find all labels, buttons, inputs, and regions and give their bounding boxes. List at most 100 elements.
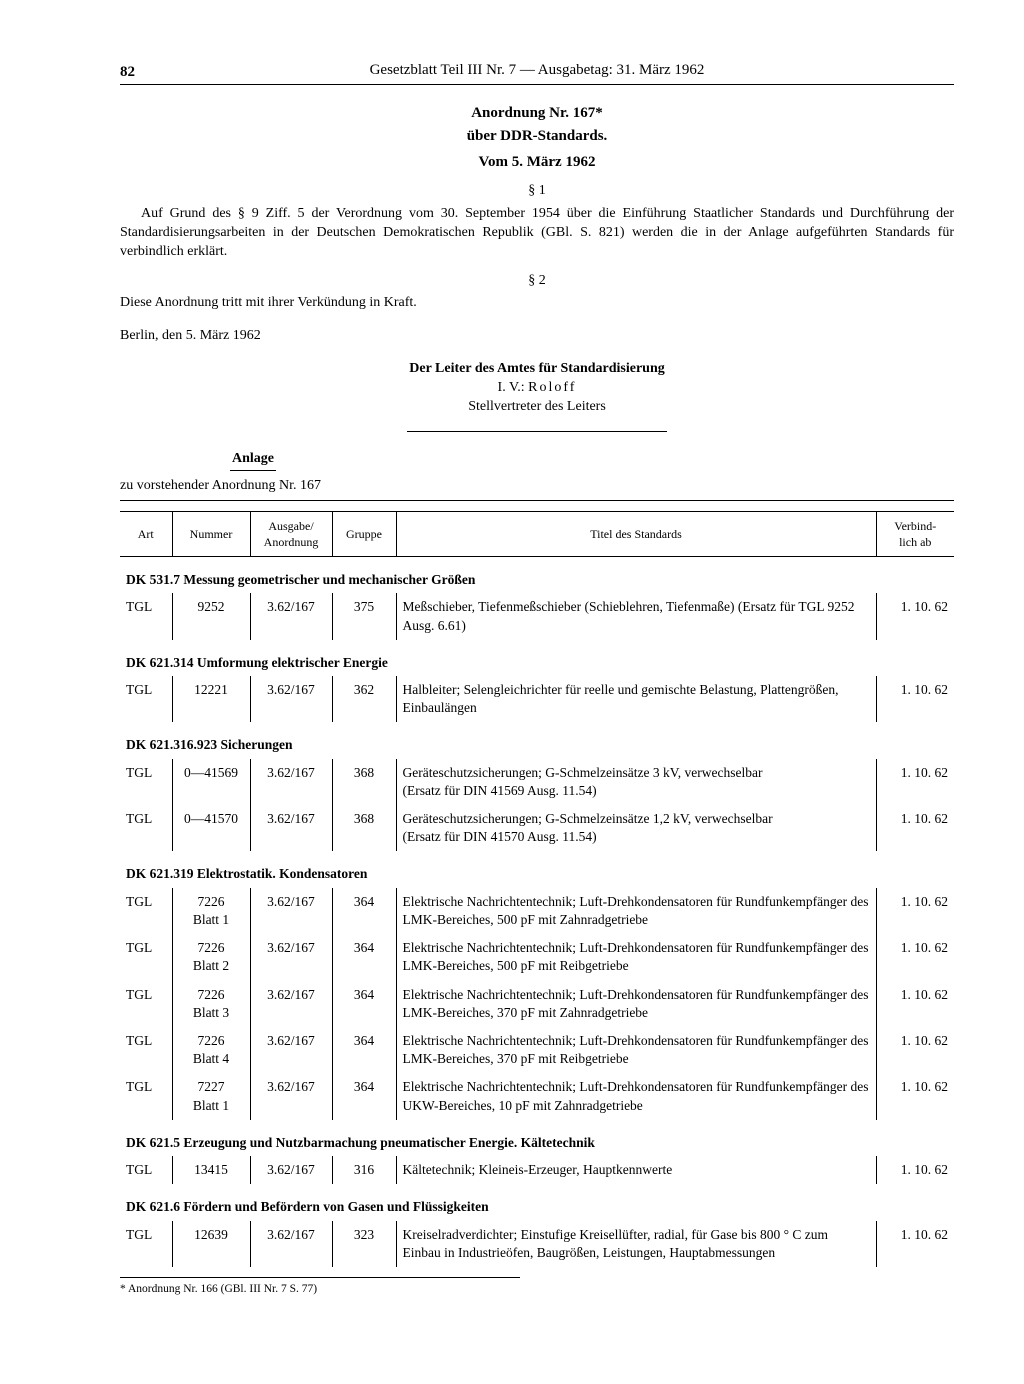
- cell-gruppe: 364: [332, 1027, 396, 1073]
- group-heading-row: DK 621.5 Erzeugung und Nutzbarmachung pn…: [120, 1120, 954, 1156]
- cell-art: TGL: [120, 888, 172, 934]
- cell-verbindlich: 1. 10. 62: [876, 676, 954, 722]
- th-ausgabe-l1: Ausgabe/: [268, 519, 313, 533]
- paragraph-2: Diese Anordnung tritt mit ihrer Verkündu…: [120, 294, 954, 313]
- group-heading-row: DK 621.316.923 Sicherungen: [120, 722, 954, 758]
- group-heading-row: DK 531.7 Messung geometrischer und mecha…: [120, 557, 954, 594]
- th-nummer: Nummer: [172, 511, 250, 556]
- place-date: Berlin, den 5. März 1962: [120, 327, 954, 346]
- cell-nummer: 12639: [172, 1221, 250, 1267]
- cell-ausgabe: 3.62/167: [250, 888, 332, 934]
- cell-art: TGL: [120, 1156, 172, 1184]
- group-heading-row: DK 621.319 Elektrostatik. Kondensatoren: [120, 851, 954, 887]
- cell-ausgabe: 3.62/167: [250, 805, 332, 851]
- cell-verbindlich: 1. 10. 62: [876, 888, 954, 934]
- cell-verbindlich: 1. 10. 62: [876, 1073, 954, 1119]
- cell-verbindlich: 1. 10. 62: [876, 759, 954, 805]
- anlage-heading: Anlage: [230, 450, 276, 471]
- table-row: TGL126393.62/167323Kreiselradverdichter;…: [120, 1221, 954, 1267]
- table-row: TGL7227 Blatt 13.62/167364Elektrische Na…: [120, 1073, 954, 1119]
- cell-art: TGL: [120, 1221, 172, 1267]
- signature-name: Roloff: [528, 380, 576, 395]
- cell-verbindlich: 1. 10. 62: [876, 934, 954, 980]
- table-body: DK 531.7 Messung geometrischer und mecha…: [120, 557, 954, 1267]
- cell-titel: Elektrische Nachrichtentechnik; Luft-Dre…: [396, 934, 876, 980]
- group-heading: DK 621.314 Umformung elektrischer Energi…: [120, 640, 954, 676]
- signature-role: Stellvertreter des Leiters: [120, 398, 954, 417]
- title-date: Vom 5. März 1962: [120, 152, 954, 172]
- cell-nummer: 0—41569: [172, 759, 250, 805]
- cell-titel: Geräteschutzsicherungen; G-Schmelzeinsät…: [396, 805, 876, 851]
- mid-rule: [407, 431, 667, 432]
- cell-art: TGL: [120, 1027, 172, 1073]
- cell-ausgabe: 3.62/167: [250, 593, 332, 639]
- th-art: Art: [120, 511, 172, 556]
- title-main: Anordnung Nr. 167*: [120, 103, 954, 123]
- cell-titel: Kältetechnik; Kleineis-Erzeuger, Hauptke…: [396, 1156, 876, 1184]
- cell-titel: Meßschieber, Tiefenmeßschieber (Schieble…: [396, 593, 876, 639]
- cell-nummer: 9252: [172, 593, 250, 639]
- cell-verbindlich: 1. 10. 62: [876, 593, 954, 639]
- cell-nummer: 7226 Blatt 4: [172, 1027, 250, 1073]
- group-heading: DK 531.7 Messung geometrischer und mecha…: [120, 557, 954, 594]
- title-sub: über DDR-Standards.: [120, 126, 954, 146]
- page-number: 82: [120, 62, 135, 82]
- th-ausgabe-l2: Anordnung: [264, 535, 319, 549]
- cell-nummer: 12221: [172, 676, 250, 722]
- table-row: TGL0—415703.62/167368Geräteschutzsicheru…: [120, 805, 954, 851]
- group-heading: DK 621.316.923 Sicherungen: [120, 722, 954, 758]
- cell-art: TGL: [120, 1073, 172, 1119]
- cell-ausgabe: 3.62/167: [250, 934, 332, 980]
- th-ausgabe: Ausgabe/ Anordnung: [250, 511, 332, 556]
- standards-table: Art Nummer Ausgabe/ Anordnung Gruppe Tit…: [120, 511, 954, 1267]
- title-block: Anordnung Nr. 167* über DDR-Standards. V…: [120, 103, 954, 172]
- signature-block: Der Leiter des Amtes für Standardisierun…: [120, 360, 954, 417]
- table-head: Art Nummer Ausgabe/ Anordnung Gruppe Tit…: [120, 511, 954, 556]
- group-heading: DK 621.6 Fördern und Befördern von Gasen…: [120, 1184, 954, 1220]
- th-ver-l2: lich ab: [899, 535, 931, 549]
- head-rule: [120, 84, 954, 85]
- running-head: Gesetzblatt Teil III Nr. 7 — Ausgabetag:…: [120, 60, 954, 80]
- cell-art: TGL: [120, 759, 172, 805]
- signature-iv: I. V.:: [498, 380, 529, 395]
- cell-titel: Geräteschutzsicherungen; G-Schmelzeinsät…: [396, 759, 876, 805]
- cell-nummer: 0—41570: [172, 805, 250, 851]
- table-row: TGL0—415693.62/167368Geräteschutzsicheru…: [120, 759, 954, 805]
- cell-nummer: 7226 Blatt 2: [172, 934, 250, 980]
- cell-gruppe: 364: [332, 888, 396, 934]
- cell-titel: Elektrische Nachrichtentechnik; Luft-Dre…: [396, 888, 876, 934]
- cell-ausgabe: 3.62/167: [250, 1027, 332, 1073]
- cell-titel: Elektrische Nachrichtentechnik; Luft-Dre…: [396, 1073, 876, 1119]
- table-row: TGL134153.62/167316Kältetechnik; Kleinei…: [120, 1156, 954, 1184]
- group-heading-row: DK 621.314 Umformung elektrischer Energi…: [120, 640, 954, 676]
- table-row: TGL7226 Blatt 33.62/167364Elektrische Na…: [120, 981, 954, 1027]
- cell-gruppe: 368: [332, 759, 396, 805]
- footnote: * Anordnung Nr. 166 (GBl. III Nr. 7 S. 7…: [120, 1277, 520, 1298]
- cell-art: TGL: [120, 981, 172, 1027]
- cell-gruppe: 364: [332, 981, 396, 1027]
- table-row: TGL7226 Blatt 13.62/167364Elektrische Na…: [120, 888, 954, 934]
- cell-art: TGL: [120, 676, 172, 722]
- paragraph-1: Auf Grund des § 9 Ziff. 5 der Verordnung…: [120, 205, 954, 262]
- group-heading: DK 621.319 Elektrostatik. Kondensatoren: [120, 851, 954, 887]
- cell-nummer: 7226 Blatt 3: [172, 981, 250, 1027]
- cell-gruppe: 364: [332, 1073, 396, 1119]
- cell-ausgabe: 3.62/167: [250, 676, 332, 722]
- signature-iv-line: I. V.: Roloff: [120, 379, 954, 398]
- cell-gruppe: 316: [332, 1156, 396, 1184]
- table-row: TGL92523.62/167375Meßschieber, Tiefenmeß…: [120, 593, 954, 639]
- th-gruppe: Gruppe: [332, 511, 396, 556]
- cell-titel: Halbleiter; Selengleichrichter für reell…: [396, 676, 876, 722]
- section-1-symbol: § 1: [120, 182, 954, 201]
- signature-title: Der Leiter des Amtes für Standardisierun…: [120, 360, 954, 379]
- group-heading: DK 621.5 Erzeugung und Nutzbarmachung pn…: [120, 1120, 954, 1156]
- cell-nummer: 13415: [172, 1156, 250, 1184]
- cell-ausgabe: 3.62/167: [250, 1221, 332, 1267]
- cell-gruppe: 375: [332, 593, 396, 639]
- cell-ausgabe: 3.62/167: [250, 981, 332, 1027]
- cell-ausgabe: 3.62/167: [250, 759, 332, 805]
- cell-ausgabe: 3.62/167: [250, 1073, 332, 1119]
- cell-titel: Kreiselradverdichter; Einstufige Kreisel…: [396, 1221, 876, 1267]
- cell-verbindlich: 1. 10. 62: [876, 805, 954, 851]
- cell-art: TGL: [120, 934, 172, 980]
